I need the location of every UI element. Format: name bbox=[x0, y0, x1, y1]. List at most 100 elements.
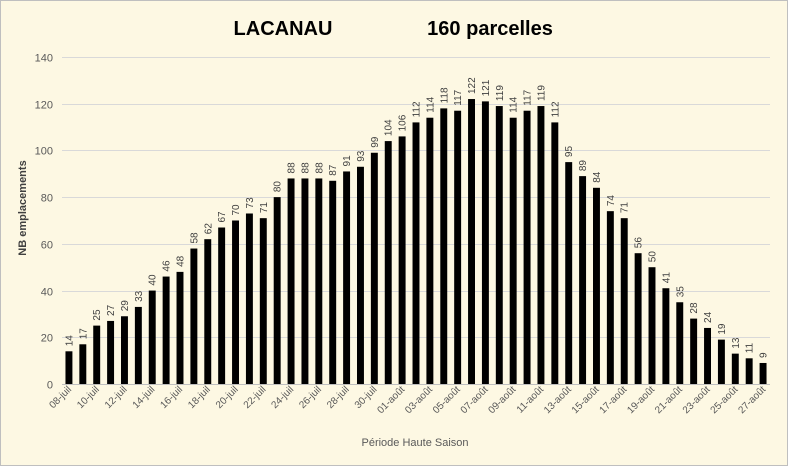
data-label: 28 bbox=[689, 302, 700, 314]
y-tick-label: 120 bbox=[35, 100, 53, 112]
bar bbox=[315, 178, 323, 384]
bar bbox=[481, 101, 489, 384]
bar bbox=[620, 218, 628, 384]
bar bbox=[426, 117, 434, 384]
bar bbox=[301, 178, 309, 384]
bar bbox=[93, 325, 101, 384]
bar bbox=[107, 320, 115, 384]
bar bbox=[134, 306, 142, 384]
bar bbox=[565, 162, 573, 384]
bar bbox=[454, 110, 462, 384]
y-tick-label: 60 bbox=[41, 240, 53, 252]
data-label: 112 bbox=[412, 101, 423, 117]
x-tick-label: 05-août bbox=[431, 384, 463, 416]
data-label: 46 bbox=[162, 260, 173, 272]
x-tick-label: 18-juil bbox=[186, 384, 213, 411]
x-tick-label: 11-août bbox=[515, 384, 546, 415]
y-tick-label: 100 bbox=[35, 146, 53, 158]
x-tick-label: 10-juil bbox=[75, 384, 102, 411]
data-label: 74 bbox=[606, 195, 617, 207]
x-tick-label: 21-août bbox=[653, 384, 685, 416]
data-label: 95 bbox=[564, 146, 575, 158]
y-tick-label: 20 bbox=[41, 333, 53, 345]
bar bbox=[287, 178, 295, 384]
data-label: 118 bbox=[439, 87, 450, 103]
x-tick-label: 22-juil bbox=[242, 384, 269, 411]
data-label: 117 bbox=[453, 89, 464, 105]
data-label: 67 bbox=[217, 211, 228, 223]
data-label: 119 bbox=[536, 85, 547, 101]
bar bbox=[648, 267, 656, 384]
y-tick-label: 40 bbox=[41, 287, 53, 299]
data-label: 80 bbox=[273, 181, 284, 193]
x-tick-label: 27-août bbox=[736, 384, 768, 416]
data-label: 88 bbox=[300, 162, 311, 174]
bar bbox=[731, 353, 739, 384]
data-label: 84 bbox=[592, 171, 603, 183]
bar bbox=[634, 253, 642, 384]
data-label: 93 bbox=[356, 150, 367, 162]
bar bbox=[370, 152, 378, 384]
chart-title: LACANAU bbox=[234, 18, 333, 40]
data-label: 104 bbox=[384, 119, 395, 136]
bar bbox=[65, 351, 73, 384]
data-label: 91 bbox=[342, 155, 353, 167]
bar bbox=[412, 122, 420, 385]
bar bbox=[190, 248, 198, 384]
x-tick-label: 19-août bbox=[625, 384, 657, 416]
y-tick-label: 0 bbox=[47, 380, 53, 392]
bar bbox=[273, 197, 281, 384]
data-label: 122 bbox=[467, 77, 478, 94]
bar bbox=[745, 358, 753, 384]
data-label: 71 bbox=[259, 202, 270, 214]
bar bbox=[537, 106, 545, 385]
bar bbox=[662, 288, 670, 384]
data-label: 48 bbox=[176, 255, 187, 267]
data-label: 106 bbox=[398, 114, 409, 131]
x-tick-label: 14-juil bbox=[131, 384, 158, 411]
bar bbox=[218, 227, 226, 384]
data-label: 89 bbox=[578, 160, 589, 172]
bar bbox=[162, 276, 170, 384]
data-label: 119 bbox=[495, 85, 506, 101]
x-tick-label: 13-août bbox=[542, 384, 574, 416]
data-label: 27 bbox=[106, 304, 117, 316]
x-tick-label: 12-juil bbox=[103, 384, 130, 411]
data-label: 87 bbox=[328, 164, 339, 176]
bar bbox=[579, 176, 587, 384]
data-label: 50 bbox=[648, 251, 659, 263]
bars bbox=[65, 99, 767, 385]
data-label: 121 bbox=[481, 79, 492, 96]
bar bbox=[357, 166, 364, 384]
data-label: 58 bbox=[189, 232, 200, 244]
bar bbox=[509, 117, 517, 384]
bar bbox=[398, 136, 406, 384]
x-tick-label: 20-juil bbox=[214, 384, 241, 411]
data-label: 13 bbox=[731, 337, 742, 349]
data-label: 11 bbox=[745, 342, 756, 353]
bar bbox=[495, 106, 503, 385]
x-tick-label: 26-juil bbox=[297, 384, 324, 411]
bar bbox=[717, 339, 725, 384]
data-label: 73 bbox=[245, 197, 256, 209]
x-tick-label: 28-juil bbox=[325, 384, 352, 411]
chart-subtitle: 160 parcelles bbox=[427, 18, 553, 40]
data-label: 17 bbox=[78, 328, 89, 340]
data-label: 99 bbox=[370, 136, 381, 148]
x-tick-label: 16-juil bbox=[158, 384, 185, 411]
data-label: 19 bbox=[717, 323, 728, 335]
bar bbox=[759, 362, 767, 384]
data-label: 24 bbox=[703, 311, 714, 323]
data-label: 29 bbox=[120, 300, 131, 312]
x-tick-label: 01-août bbox=[375, 384, 407, 416]
bar bbox=[245, 213, 253, 384]
bar bbox=[523, 110, 531, 384]
data-label: 70 bbox=[231, 204, 242, 216]
bar bbox=[121, 316, 128, 384]
data-label: 9 bbox=[759, 352, 770, 358]
bar bbox=[176, 271, 184, 384]
bar bbox=[79, 344, 87, 384]
